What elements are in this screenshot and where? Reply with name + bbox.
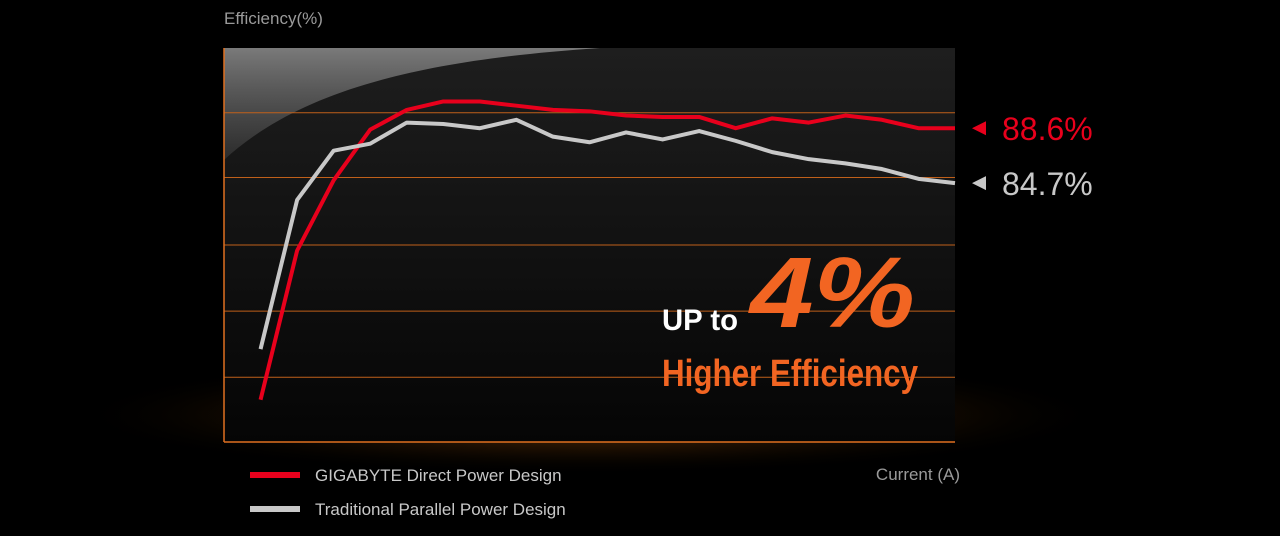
series-line (258, 117, 956, 350)
value-label: 84.7% (1002, 166, 1093, 202)
annotation: 4% (748, 237, 915, 349)
annotation: UP to (662, 304, 738, 337)
gloss (224, 48, 600, 160)
label-pointer (972, 176, 986, 191)
annotation: Higher Efficiency (662, 353, 918, 395)
y-axis-label: Efficiency(%) (224, 9, 323, 28)
value-label: 88.6% (1002, 111, 1093, 147)
legend-label: Traditional Parallel Power Design (315, 500, 566, 519)
label-pointer (972, 121, 986, 136)
x-axis-label: Current (A) (876, 465, 960, 484)
series-line (258, 99, 955, 401)
legend-label: GIGABYTE Direct Power Design (315, 466, 562, 485)
